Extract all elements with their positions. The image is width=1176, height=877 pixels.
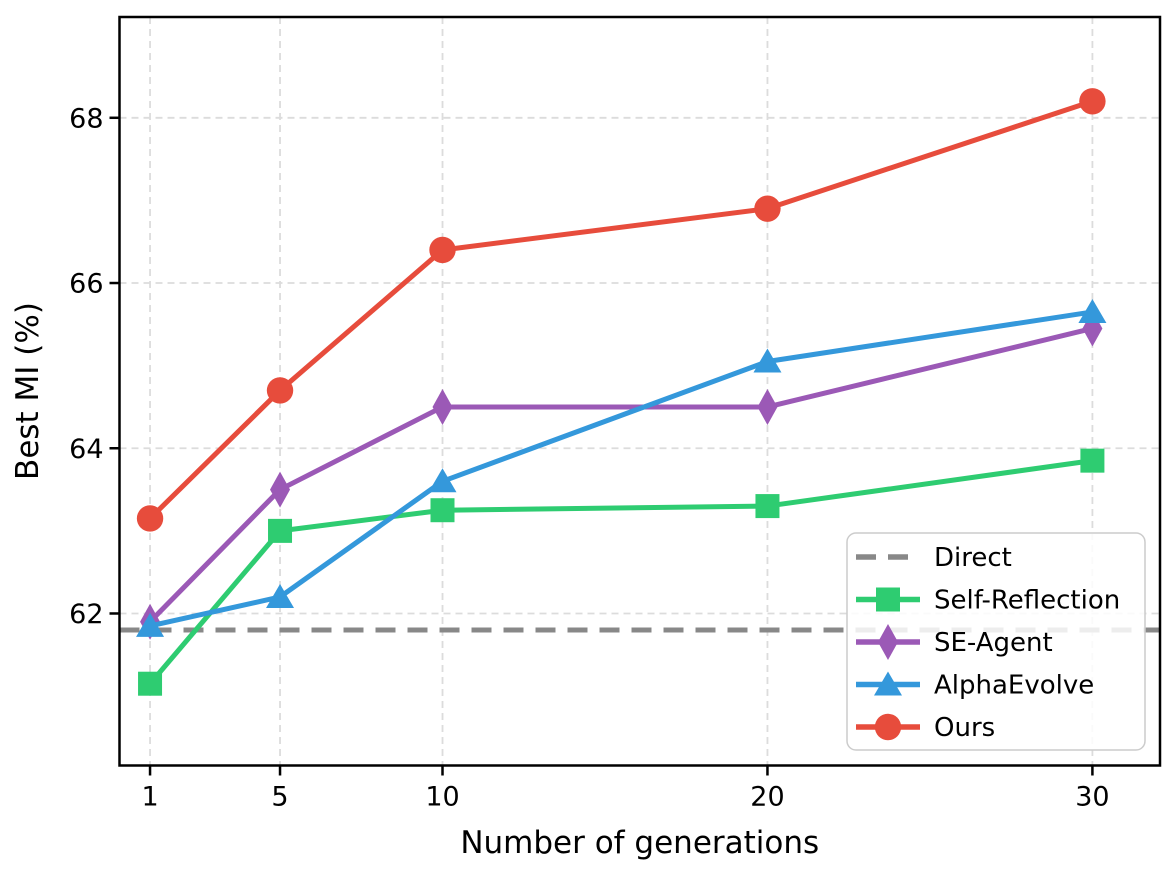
plot-border xyxy=(118,15,1162,767)
legend-entry-alphaevolve: AlphaEvolve xyxy=(856,671,1094,701)
series-self-reflection-marker-1 xyxy=(138,671,163,696)
series-ours xyxy=(136,88,1106,532)
series-ours-marker-30 xyxy=(1079,88,1106,115)
legend-entry-se-agent: SE-Agent xyxy=(856,624,1053,660)
series-alphaevolve xyxy=(136,298,1107,637)
series-se-agent-marker-20 xyxy=(757,388,778,425)
legend-box xyxy=(846,532,1146,751)
series-ours-marker-10 xyxy=(429,236,456,264)
y-tick-label-62: 62 xyxy=(69,599,103,630)
legend-label-alphaevolve: AlphaEvolve xyxy=(934,671,1094,701)
series-self-reflection-marker-20 xyxy=(755,494,780,519)
legend-label-se-agent: SE-Agent xyxy=(934,628,1053,658)
series-alphaevolve-marker-1 xyxy=(136,612,165,637)
x-axis-label: Number of generations xyxy=(460,825,819,861)
x-tick-label-5: 5 xyxy=(271,782,288,813)
legend: Direct Self-Reflection SE-Agent AlphaEvolve… xyxy=(846,532,1146,751)
series-ours-marker-1 xyxy=(136,505,164,532)
legend-sample-self-reflection-marker xyxy=(876,587,900,612)
series-self-reflection-marker-5 xyxy=(268,518,293,543)
series-se-agent-marker-10 xyxy=(432,388,453,425)
legend-sample-se-agent-marker xyxy=(878,624,898,660)
series-alphaevolve-marker-10 xyxy=(428,468,457,493)
x-tick-label-10: 10 xyxy=(425,782,459,813)
y-tick-label-68: 68 xyxy=(69,103,103,134)
axes-ticks: 1 5 10 20 30 62 64 66 68 xyxy=(69,103,1109,812)
series-alphaevolve-marker-20 xyxy=(753,348,782,373)
legend-sample-alphaevolve-marker xyxy=(874,671,902,696)
x-tick-label-20: 20 xyxy=(750,782,784,813)
legend-label-ours: Ours xyxy=(934,713,995,743)
legend-entry-ours: Ours xyxy=(856,713,995,743)
y-tick-label-66: 66 xyxy=(69,269,103,300)
series-self-reflection-marker-10 xyxy=(430,498,455,523)
series-ours-marker-20 xyxy=(754,195,781,222)
series-se-agent-marker-5 xyxy=(270,471,291,508)
series-self-reflection-marker-30 xyxy=(1080,448,1105,473)
legend-label-direct: Direct xyxy=(934,543,1012,573)
series-alphaevolve-marker-5 xyxy=(266,583,295,608)
x-tick-label-1: 1 xyxy=(141,782,158,813)
x-tick-label-30: 30 xyxy=(1075,782,1109,813)
series-alphaevolve-marker-30 xyxy=(1078,298,1107,323)
legend-sample-ours-marker xyxy=(874,713,902,741)
legend-entry-direct: Direct xyxy=(856,543,1012,573)
series-se-agent xyxy=(140,310,1103,640)
legend-label-self-reflection: Self-Reflection xyxy=(934,586,1120,616)
series-ours-marker-5 xyxy=(266,377,294,404)
series-self-reflection xyxy=(138,448,1105,696)
y-axis-label: Best MI (%) xyxy=(10,302,46,480)
legend-entry-self-reflection: Self-Reflection xyxy=(856,586,1120,616)
y-tick-label-64: 64 xyxy=(69,434,103,465)
